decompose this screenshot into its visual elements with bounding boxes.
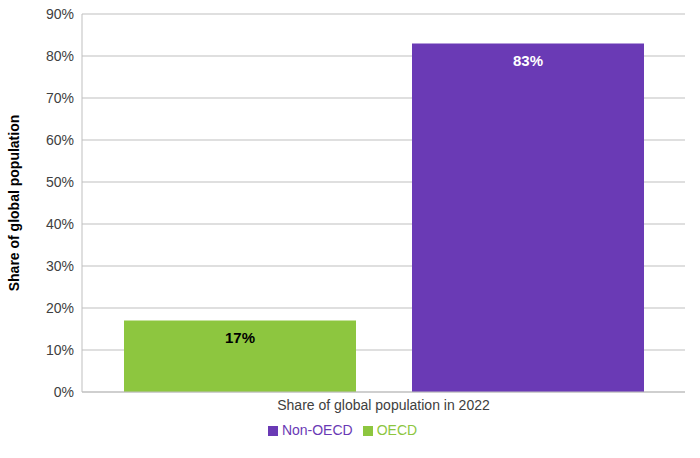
svg-text:83%: 83% bbox=[513, 52, 543, 69]
svg-text:0%: 0% bbox=[54, 384, 74, 400]
svg-text:Share of global population in: Share of global population in 2022 bbox=[277, 397, 490, 413]
svg-text:Share of global population: Share of global population bbox=[8, 115, 22, 292]
html-text:Non-OECD: Non-OECD bbox=[281, 422, 353, 438]
svg-text:70%: 70% bbox=[46, 90, 74, 106]
svg-text:10%: 10% bbox=[46, 342, 74, 358]
svg-text:50%: 50% bbox=[46, 174, 74, 190]
svg-text:80%: 80% bbox=[46, 48, 74, 64]
svg-text:20%: 20% bbox=[46, 300, 74, 316]
html-text:OECD: OECD bbox=[376, 422, 418, 438]
svg-text:17%: 17% bbox=[225, 329, 255, 346]
svg-text:60%: 60% bbox=[46, 132, 74, 148]
svg-text:30%: 30% bbox=[46, 258, 74, 274]
svg-text:40%: 40% bbox=[46, 216, 74, 232]
svg-text:90%: 90% bbox=[46, 6, 74, 22]
